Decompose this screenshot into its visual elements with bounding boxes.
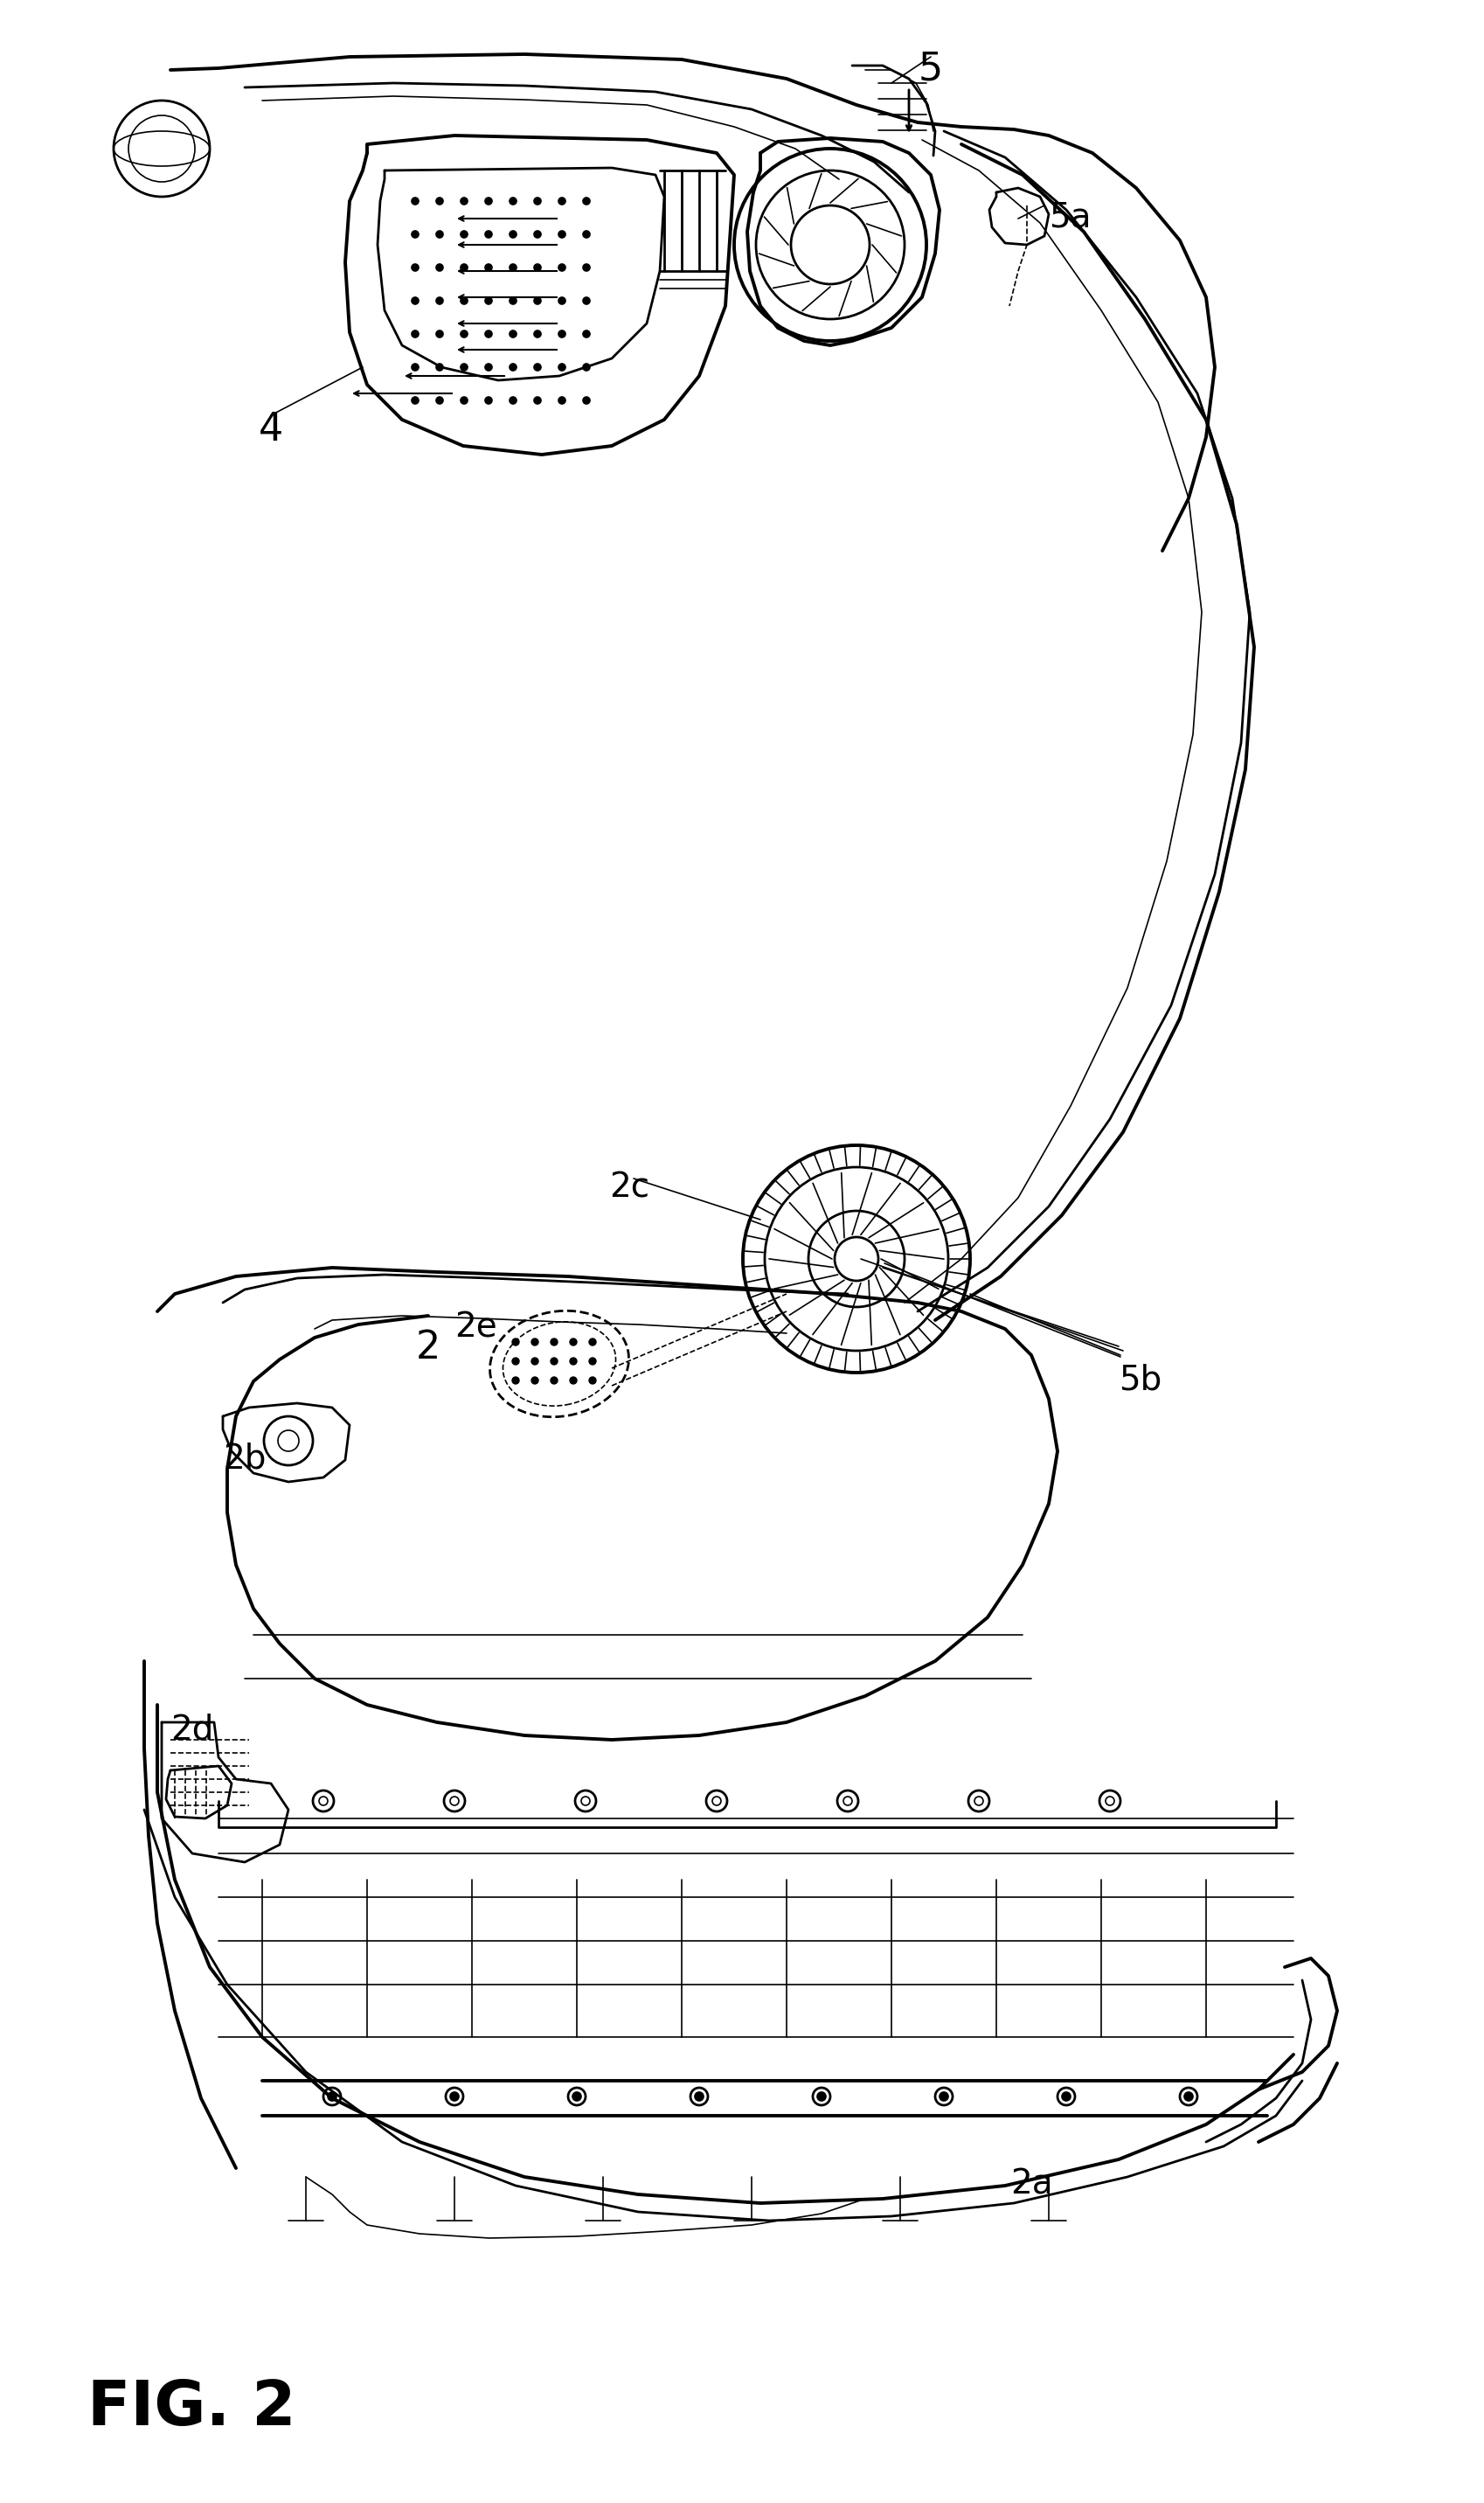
Circle shape bbox=[460, 330, 467, 338]
Circle shape bbox=[558, 298, 565, 305]
Circle shape bbox=[512, 1377, 519, 1384]
Circle shape bbox=[485, 398, 491, 403]
Circle shape bbox=[411, 298, 418, 305]
Circle shape bbox=[534, 298, 540, 305]
Circle shape bbox=[534, 230, 540, 238]
Circle shape bbox=[485, 330, 491, 338]
Circle shape bbox=[485, 363, 491, 370]
Circle shape bbox=[460, 198, 467, 205]
Circle shape bbox=[583, 398, 589, 403]
Circle shape bbox=[816, 2093, 825, 2100]
Circle shape bbox=[558, 330, 565, 338]
Circle shape bbox=[583, 198, 589, 205]
Circle shape bbox=[551, 1339, 558, 1347]
Circle shape bbox=[558, 398, 565, 403]
Circle shape bbox=[551, 1357, 558, 1364]
Circle shape bbox=[411, 330, 418, 338]
Circle shape bbox=[411, 230, 418, 238]
Circle shape bbox=[939, 2093, 948, 2100]
Circle shape bbox=[460, 298, 467, 305]
Text: 2b: 2b bbox=[223, 1442, 266, 1477]
Circle shape bbox=[485, 230, 491, 238]
Circle shape bbox=[509, 230, 516, 238]
Circle shape bbox=[509, 363, 516, 370]
Circle shape bbox=[551, 1377, 558, 1384]
Circle shape bbox=[436, 330, 442, 338]
Circle shape bbox=[411, 263, 418, 270]
Circle shape bbox=[695, 2093, 703, 2100]
Text: 2: 2 bbox=[416, 1329, 441, 1367]
Circle shape bbox=[328, 2093, 337, 2100]
Circle shape bbox=[411, 198, 418, 205]
Circle shape bbox=[460, 230, 467, 238]
Circle shape bbox=[534, 330, 540, 338]
Circle shape bbox=[485, 298, 491, 305]
Circle shape bbox=[1061, 2093, 1070, 2100]
Circle shape bbox=[436, 398, 442, 403]
Circle shape bbox=[583, 230, 589, 238]
Circle shape bbox=[534, 398, 540, 403]
Text: FIG. 2: FIG. 2 bbox=[88, 2378, 295, 2438]
Text: 2d: 2d bbox=[171, 1715, 214, 1747]
Circle shape bbox=[573, 2093, 580, 2100]
Text: 5a: 5a bbox=[1048, 200, 1091, 235]
Circle shape bbox=[534, 363, 540, 370]
Circle shape bbox=[436, 198, 442, 205]
Circle shape bbox=[436, 230, 442, 238]
Circle shape bbox=[583, 298, 589, 305]
Circle shape bbox=[450, 2093, 459, 2100]
Circle shape bbox=[485, 198, 491, 205]
Circle shape bbox=[460, 398, 467, 403]
Circle shape bbox=[436, 263, 442, 270]
Circle shape bbox=[558, 263, 565, 270]
Circle shape bbox=[558, 363, 565, 370]
Circle shape bbox=[583, 330, 589, 338]
Text: 5: 5 bbox=[919, 50, 942, 88]
Circle shape bbox=[558, 198, 565, 205]
Circle shape bbox=[589, 1377, 595, 1384]
Circle shape bbox=[411, 363, 418, 370]
Circle shape bbox=[509, 398, 516, 403]
Circle shape bbox=[509, 330, 516, 338]
Circle shape bbox=[1184, 2093, 1192, 2100]
Circle shape bbox=[570, 1339, 576, 1347]
Circle shape bbox=[512, 1339, 519, 1347]
Circle shape bbox=[411, 398, 418, 403]
Circle shape bbox=[509, 263, 516, 270]
Text: 2c: 2c bbox=[608, 1171, 649, 1204]
Circle shape bbox=[583, 263, 589, 270]
Circle shape bbox=[531, 1357, 539, 1364]
Text: 5b: 5b bbox=[1117, 1364, 1160, 1397]
Circle shape bbox=[531, 1377, 539, 1384]
Circle shape bbox=[558, 230, 565, 238]
Circle shape bbox=[460, 363, 467, 370]
Circle shape bbox=[534, 263, 540, 270]
Circle shape bbox=[436, 298, 442, 305]
Circle shape bbox=[589, 1357, 595, 1364]
Circle shape bbox=[509, 298, 516, 305]
Text: 2e: 2e bbox=[454, 1312, 497, 1344]
Circle shape bbox=[534, 198, 540, 205]
Circle shape bbox=[460, 263, 467, 270]
Text: 4: 4 bbox=[258, 410, 283, 448]
Circle shape bbox=[509, 198, 516, 205]
Circle shape bbox=[512, 1357, 519, 1364]
Circle shape bbox=[583, 363, 589, 370]
Circle shape bbox=[531, 1339, 539, 1347]
Circle shape bbox=[570, 1377, 576, 1384]
Circle shape bbox=[485, 263, 491, 270]
Circle shape bbox=[589, 1339, 595, 1347]
Circle shape bbox=[570, 1357, 576, 1364]
Text: 2a: 2a bbox=[1009, 2168, 1052, 2200]
Circle shape bbox=[436, 363, 442, 370]
